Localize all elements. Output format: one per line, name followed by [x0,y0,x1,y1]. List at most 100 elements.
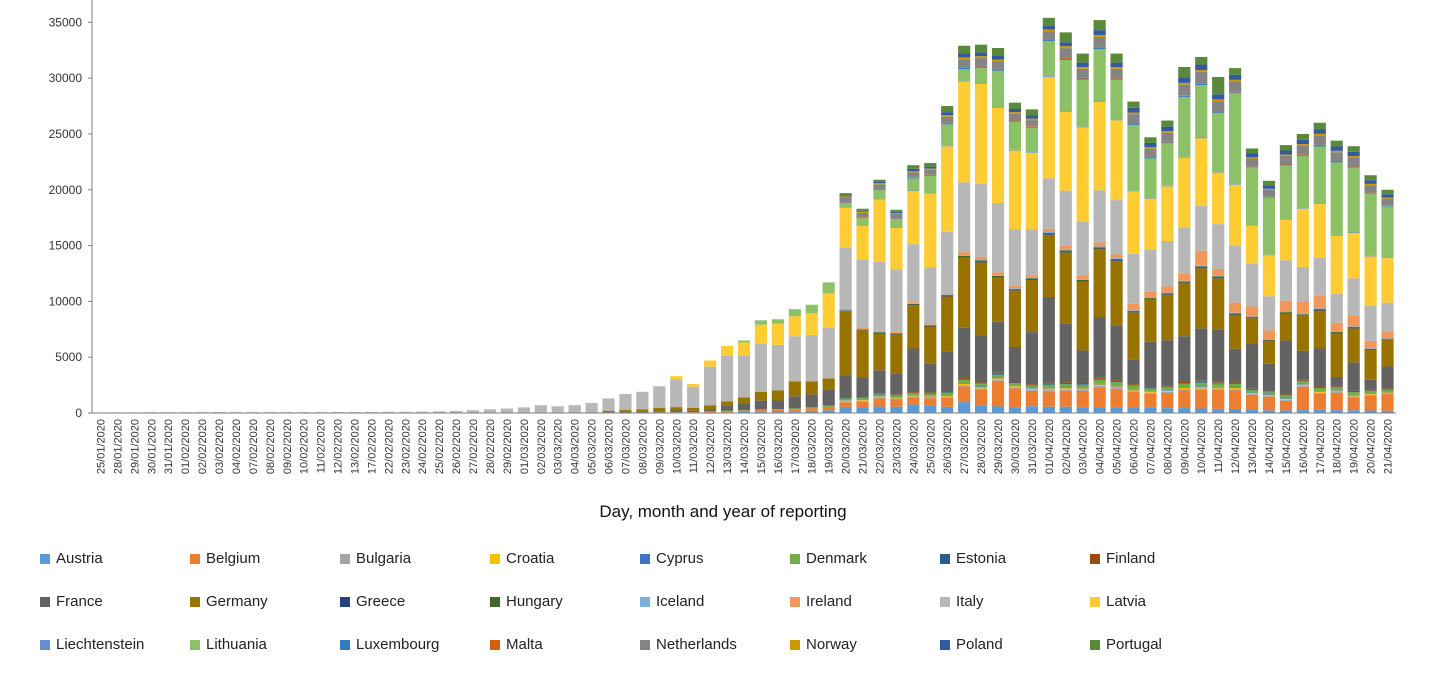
legend-item: Malta [490,636,543,653]
bar-segment-italy [1161,241,1173,287]
bar-segment-denmark [840,398,852,400]
bar-segment-netherlands [856,213,868,217]
bar-segment-croatia [958,384,970,385]
bar-segment-poland [924,167,936,169]
bar-segment-finland [1314,386,1326,387]
bar-segment-norway [1127,113,1139,115]
bar-segment-italy [856,259,868,328]
bar-segment-liechtenstein [1094,101,1106,102]
bar-segment-hungary [1246,317,1258,318]
bar-segment-finland [1229,382,1241,383]
legend-label: Italy [956,593,984,610]
bar-segment-lithuania [1094,49,1106,101]
bar-segment-germany [1365,350,1377,380]
bar-stack [1161,121,1173,413]
bar-segment-hungary [975,261,987,262]
bar-segment-austria [873,407,885,413]
bar-segment-ireland [1280,301,1292,312]
bar-segment-belgium [1144,394,1156,408]
bar-segment-estonia [1144,388,1156,389]
bar-segment-portugal [1026,109,1038,115]
bar-segment-liechtenstein [1365,256,1377,257]
bar-segment-portugal [1195,57,1207,65]
bar-segment-denmark [941,393,953,395]
bar-segment-latvia [1195,138,1207,205]
bar-segment-hungary [1127,311,1139,312]
bar-segment-netherlands [1381,199,1393,206]
bar-segment-greece [975,262,987,263]
bar-stack [619,394,631,413]
x-tick-label: 19/04/2020 [1349,419,1361,474]
bar-segment-luxembourg [1178,96,1190,97]
bar-segment-estonia [1297,381,1309,382]
legend-swatch [790,597,800,607]
legend-label: Iceland [656,593,704,610]
bar-segment-lithuania [907,178,919,190]
bar-segment-ireland [958,252,970,255]
bar-segment-france [1060,323,1072,382]
bar-segment-poland [907,169,919,171]
bar-segment-italy [1195,206,1207,251]
bar-segment-lithuania [1110,80,1122,120]
bar-segment-poland [840,195,852,196]
bar-segment-finland [907,392,919,393]
bar-segment-malta [1331,161,1343,162]
bar-segment-bulgaria [1246,394,1258,395]
bar-segment-netherlands [873,184,885,189]
bar-segment-luxembourg [1297,155,1309,156]
bar-segment-iceland [1314,308,1326,309]
bar-segment-germany [670,407,682,410]
bar-segment-latvia [856,226,868,259]
bar-segment-poland [1161,127,1173,132]
bar-segment-ireland [1314,296,1326,309]
bar-segment-ireland [1127,304,1139,310]
bar-segment-estonia [975,383,987,384]
bar-segment-croatia [992,378,1004,379]
bar-segment-latvia [1077,127,1089,221]
bar-segment-poland [873,182,885,183]
bar-segment-belgium [941,398,953,407]
bar-segment-latvia [992,108,1004,203]
y-tick-label: 35000 [49,15,83,29]
bar-segment-germany [1009,290,1021,347]
bar-segment-iceland [1077,279,1089,280]
bar-segment-bulgaria [890,398,902,399]
bar-segment-latvia [1043,77,1055,178]
bar-segment-iceland [1043,232,1055,233]
bar-segment-germany [958,258,970,328]
bar-segment-france [823,389,835,405]
bar-segment-hungary [1195,266,1207,267]
bar-segment-bulgaria [1365,395,1377,396]
bar-segment-cyprus [1331,390,1343,391]
bar-segment-cyprus [1144,391,1156,392]
bar-segment-cyprus [1178,387,1190,388]
x-tick-label: 28/03/2020 [976,419,988,474]
bar-segment-germany [755,392,767,401]
bar-segment-poland [856,211,868,212]
bar-segment-belgium [1365,396,1377,411]
x-tick-label: 11/02/2020 [316,419,328,473]
bar-segment-austria [1060,407,1072,413]
bar-segment-denmark [907,393,919,395]
bar-segment-portugal [1280,145,1292,150]
bar-segment-germany [1381,340,1393,367]
bar-segment-latvia [1229,185,1241,246]
bar-segment-luxembourg [1348,167,1360,168]
y-tick-label: 20000 [49,183,83,197]
bar-segment-france [738,404,750,410]
legend-label: Malta [506,636,543,653]
bar-segment-ireland [1297,302,1309,314]
bar-segment-malta [1043,39,1055,40]
bar-segment-italy [636,392,648,410]
bar-segment-france [772,401,784,410]
legend-swatch [1090,640,1100,650]
bar-segment-latvia [806,313,818,335]
bar-stack [1229,68,1241,413]
bar-segment-lithuania [890,219,902,227]
bar-segment-belgium [1280,401,1292,410]
bar-segment-hungary [890,333,902,334]
bar-segment-latvia [1212,172,1224,224]
bar-segment-norway [1280,155,1292,156]
x-tick-label: 13/03/2020 [722,419,734,474]
x-tick-label: 06/03/2020 [604,419,616,474]
